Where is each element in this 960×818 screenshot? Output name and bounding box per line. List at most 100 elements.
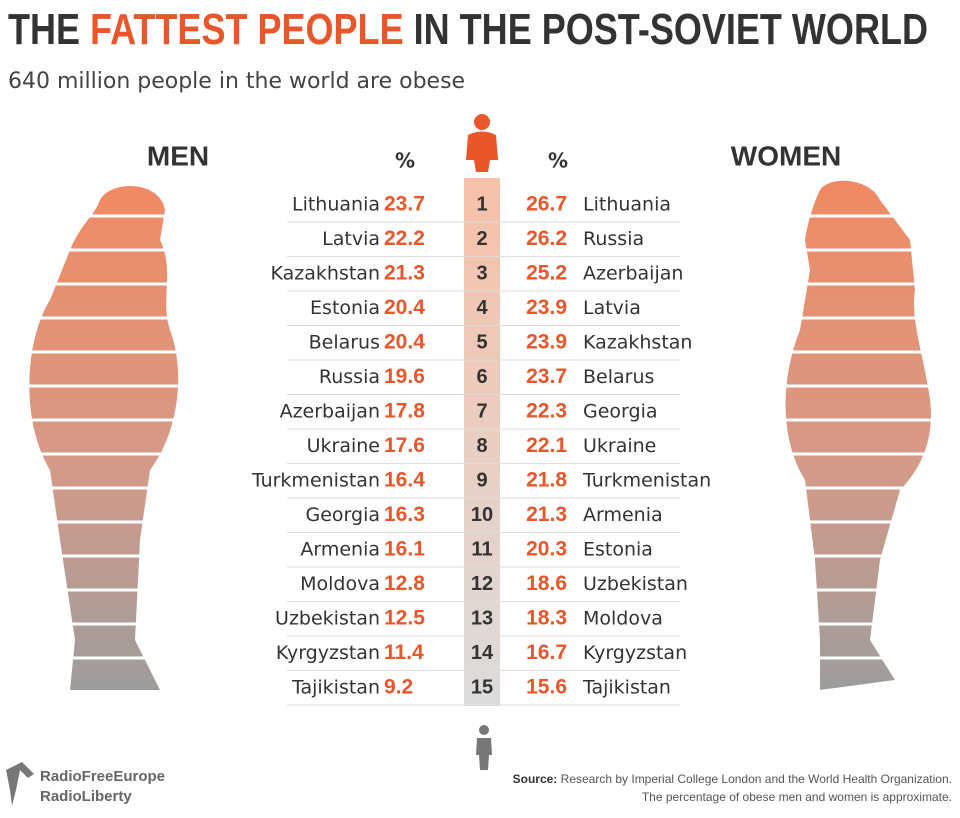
men-country: Belarus bbox=[309, 332, 380, 354]
rank: 3 bbox=[476, 262, 487, 284]
men-country: Kazakhstan bbox=[271, 263, 380, 285]
men-country: Lithuania bbox=[292, 194, 380, 216]
women-value: 18.3 bbox=[526, 607, 567, 630]
women-country: Latvia bbox=[583, 297, 641, 319]
source-label: Source: bbox=[513, 772, 558, 786]
women-value: 26.2 bbox=[526, 227, 567, 250]
men-value: 21.3 bbox=[384, 262, 425, 285]
men-value: 9.2 bbox=[384, 676, 413, 699]
rank: 12 bbox=[471, 573, 493, 595]
women-country: Lithuania bbox=[583, 194, 671, 216]
women-country: Armenia bbox=[583, 504, 663, 526]
note: The percentage of obese men and women is… bbox=[642, 790, 952, 804]
women-value: 16.7 bbox=[526, 641, 567, 664]
men-value: 20.4 bbox=[384, 296, 425, 319]
women-country: Kyrgyzstan bbox=[583, 642, 687, 664]
men-silhouette bbox=[29, 186, 179, 691]
women-value: 21.3 bbox=[526, 503, 567, 526]
women-country: Georgia bbox=[583, 401, 658, 423]
logo-line1: RadioFreeEurope bbox=[40, 768, 165, 785]
women-value: 25.2 bbox=[526, 262, 567, 285]
men-value: 11.4 bbox=[384, 641, 424, 664]
men-country: Estonia bbox=[310, 297, 380, 319]
men-country: Tajikistan bbox=[291, 677, 380, 699]
rank: 7 bbox=[476, 400, 487, 422]
rank: 10 bbox=[471, 504, 493, 526]
subtitle: 640 million people in the world are obes… bbox=[8, 69, 465, 94]
women-country: Tajikistan bbox=[582, 677, 671, 699]
women-value: 26.7 bbox=[526, 193, 567, 216]
title-highlight: FATTEST PEOPLE bbox=[90, 5, 404, 54]
title-start: THE bbox=[8, 5, 80, 54]
men-value: 16.3 bbox=[384, 503, 425, 526]
men-value: 17.6 bbox=[384, 434, 425, 457]
men-country: Ukraine bbox=[307, 435, 380, 457]
men-country: Kyrgyzstan bbox=[276, 642, 380, 664]
source: Source: Research by Imperial College Lon… bbox=[513, 772, 952, 786]
women-country: Belarus bbox=[583, 366, 654, 388]
percent-label: % bbox=[395, 149, 415, 173]
women-country: Ukraine bbox=[583, 435, 656, 457]
women-country: Moldova bbox=[583, 608, 663, 630]
men-value: 16.1 bbox=[384, 538, 425, 561]
men-value: 16.4 bbox=[384, 469, 425, 492]
women-country: Russia bbox=[583, 228, 644, 250]
person-icon-top bbox=[466, 114, 498, 172]
rank-band bbox=[464, 178, 500, 706]
women-country: Kazakhstan bbox=[583, 332, 692, 354]
women-value: 20.3 bbox=[526, 538, 567, 561]
women-country: Estonia bbox=[583, 539, 653, 561]
women-value: 22.3 bbox=[526, 400, 567, 423]
men-country: Turkmenistan bbox=[251, 470, 380, 492]
men-value: 22.2 bbox=[384, 227, 425, 250]
men-country: Russia bbox=[319, 366, 380, 388]
men-country: Uzbekistan bbox=[275, 608, 380, 630]
women-value: 23.9 bbox=[526, 296, 567, 319]
rank: 13 bbox=[471, 607, 493, 629]
men-country: Azerbaijan bbox=[280, 401, 380, 423]
women-value: 22.1 bbox=[526, 434, 567, 457]
men-country: Georgia bbox=[306, 504, 381, 526]
men-value: 23.7 bbox=[384, 193, 425, 216]
men-country: Armenia bbox=[300, 539, 380, 561]
logo-line2: RadioLiberty bbox=[40, 788, 132, 805]
rank: 15 bbox=[471, 676, 493, 698]
men-country: Latvia bbox=[322, 228, 380, 250]
men-value: 12.8 bbox=[384, 572, 425, 595]
rank: 14 bbox=[471, 642, 494, 664]
rank: 11 bbox=[471, 538, 492, 560]
women-value: 21.8 bbox=[526, 469, 567, 492]
women-country: Uzbekistan bbox=[583, 573, 688, 595]
source-text: Research by Imperial College London and … bbox=[561, 772, 952, 786]
silhouette-stripes bbox=[20, 214, 940, 660]
women-silhouette bbox=[785, 180, 931, 690]
rank: 8 bbox=[476, 435, 487, 457]
person-icon-bottom bbox=[476, 725, 492, 770]
men-country: Moldova bbox=[300, 573, 380, 595]
women-label: WOMEN bbox=[731, 140, 841, 171]
title: THE FATTEST PEOPLE IN THE POST-SOVIET WO… bbox=[8, 5, 928, 54]
rank: 4 bbox=[476, 297, 488, 319]
women-country: Azerbaijan bbox=[583, 263, 683, 285]
men-label: MEN bbox=[147, 140, 209, 171]
women-value: 23.7 bbox=[526, 365, 567, 388]
title-end: IN THE POST-SOVIET WORLD bbox=[414, 5, 928, 54]
women-value: 23.9 bbox=[526, 331, 567, 354]
men-value: 17.8 bbox=[384, 400, 425, 423]
percent-label: % bbox=[548, 149, 568, 173]
rank: 9 bbox=[476, 469, 487, 491]
rank: 5 bbox=[476, 331, 487, 353]
men-value: 20.4 bbox=[384, 331, 425, 354]
men-value: 12.5 bbox=[384, 607, 425, 630]
rank: 6 bbox=[476, 366, 487, 388]
women-country: Turkmenistan bbox=[582, 470, 711, 492]
rank: 1 bbox=[476, 193, 487, 215]
women-value: 18.6 bbox=[526, 572, 567, 595]
women-value: 15.6 bbox=[526, 676, 567, 699]
logo-icon bbox=[6, 762, 34, 806]
men-value: 19.6 bbox=[384, 365, 425, 388]
rank: 2 bbox=[476, 228, 487, 250]
